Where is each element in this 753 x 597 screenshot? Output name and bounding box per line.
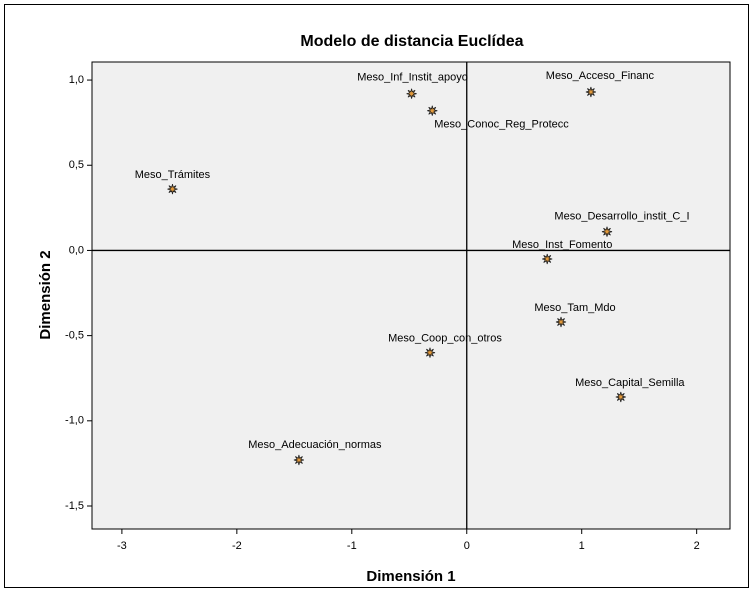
point-label: Meso_Tam_Mdo xyxy=(534,302,615,314)
point xyxy=(601,226,613,237)
point-label: Meso_Inst_Fomento xyxy=(512,239,612,251)
y-tick-label: -1,0 xyxy=(65,415,84,427)
x-axis-label: Dimensión 1 xyxy=(366,568,455,585)
x-tick-label: 1 xyxy=(579,540,585,552)
y-axis-label: Dimensión 2 xyxy=(37,250,54,339)
point-label: Meso_Desarrollo_instit_C_I xyxy=(554,211,689,223)
plot-area xyxy=(91,61,731,530)
point xyxy=(424,347,436,358)
point xyxy=(615,391,626,403)
y-tick-label: 0,5 xyxy=(69,159,84,171)
x-tick-label: -2 xyxy=(232,540,242,552)
point xyxy=(167,184,178,195)
point xyxy=(555,316,567,328)
point xyxy=(585,86,596,98)
x-tick-label: -3 xyxy=(117,540,127,552)
point xyxy=(293,454,304,466)
point-label: Meso_Capital_Semilla xyxy=(575,377,685,389)
point-label: Meso_Inf_Instit_apoyo xyxy=(357,72,468,84)
chart-title: Modelo de distancia Euclídea xyxy=(300,33,523,50)
y-tick-label: 1,0 xyxy=(69,74,84,86)
point-label: Meso_Trámites xyxy=(135,169,211,181)
y-tick-label: -0,5 xyxy=(65,330,84,342)
point-label: Meso_Acceso_Financ xyxy=(546,70,655,82)
point xyxy=(427,105,438,116)
y-tick-label: 0,0 xyxy=(69,244,84,256)
point-label: Meso_Coop_con_otros xyxy=(388,333,502,345)
point xyxy=(542,253,553,265)
y-tick-label: -1,5 xyxy=(65,500,84,512)
point-label: Meso_Conoc_Reg_Protecc xyxy=(434,119,569,131)
x-tick-label: -1 xyxy=(347,540,357,552)
x-tick-label: 0 xyxy=(464,540,470,552)
point xyxy=(406,88,417,99)
point-label: Meso_Adecuación_normas xyxy=(248,439,382,451)
x-tick-label: 2 xyxy=(694,540,700,552)
